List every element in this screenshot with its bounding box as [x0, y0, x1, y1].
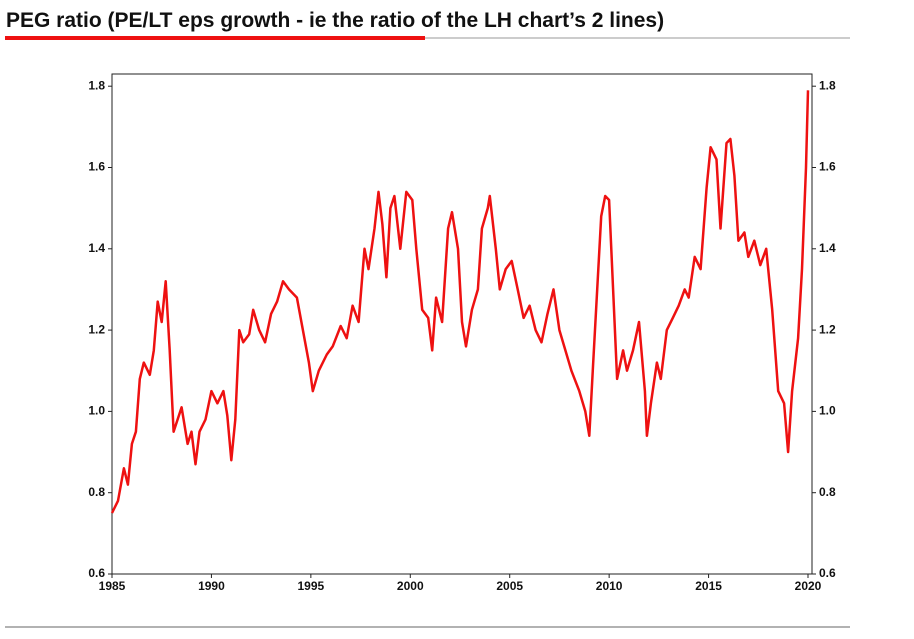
y2-tick-label: 0.8 [819, 485, 836, 499]
y2-tick-label: 1.8 [819, 78, 836, 92]
y-tick-label: 1.8 [88, 78, 105, 92]
y2-tick-label: 1.0 [819, 404, 836, 418]
x-tick-label: 1990 [198, 579, 225, 593]
y2-tick-label: 1.6 [819, 160, 836, 174]
plot-frame [111, 73, 813, 575]
y-tick-label: 0.8 [88, 485, 105, 499]
x-tick-label: 2005 [496, 579, 523, 593]
y-tick-label: 1.2 [88, 322, 105, 336]
chart-title: PEG ratio (PE/LT eps growth - ie the rat… [6, 9, 664, 32]
y-tick-label: 1.4 [88, 241, 105, 255]
y2-tick-label: 1.2 [819, 322, 836, 336]
y-tick-label: 1.0 [88, 404, 105, 418]
title-underline [5, 36, 425, 40]
x-tick-label: 2010 [596, 579, 623, 593]
x-tick-label: 2020 [795, 579, 822, 593]
y2-tick-label: 1.4 [819, 241, 836, 255]
y2-tick-label: 0.6 [819, 566, 836, 580]
y-tick-label: 1.6 [88, 160, 105, 174]
series-line [110, 90, 810, 514]
y-tick-label: 0.6 [88, 566, 105, 580]
x-tick-label: 1995 [298, 579, 325, 593]
x-tick-label: 2015 [695, 579, 722, 593]
x-tick-label: 2000 [397, 579, 424, 593]
x-tick-label: 1985 [99, 579, 126, 593]
